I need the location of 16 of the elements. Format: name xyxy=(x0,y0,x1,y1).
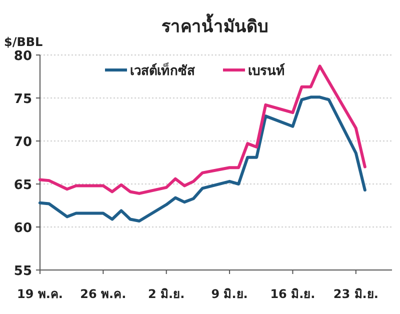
x-tick-label: 23 มิ.ย. xyxy=(333,287,378,301)
x-tick-label: 9 มิ.ย. xyxy=(211,287,248,301)
y-tick-label: 55 xyxy=(14,264,32,279)
legend-label: เวสต์เท็กซัส xyxy=(130,61,195,79)
y-tick-label: 75 xyxy=(14,92,32,107)
x-tick-label: 2 มิ.ย. xyxy=(148,287,185,301)
y-tick-label: 70 xyxy=(14,135,32,150)
chart-title: ราคาน้ำมันดิบ xyxy=(162,13,268,37)
y-axis-title: $/BBL xyxy=(4,35,44,49)
legend-label: เบรนท์ xyxy=(248,63,285,79)
y-tick-label: 65 xyxy=(14,178,32,193)
x-tick-label: 26 พ.ค. xyxy=(80,287,126,301)
x-tick-label: 16 มิ.ย. xyxy=(270,287,316,301)
y-tick-label: 80 xyxy=(14,49,32,64)
y-tick-label: 60 xyxy=(14,221,32,236)
x-tick-label: 19 พ.ค. xyxy=(17,287,63,301)
